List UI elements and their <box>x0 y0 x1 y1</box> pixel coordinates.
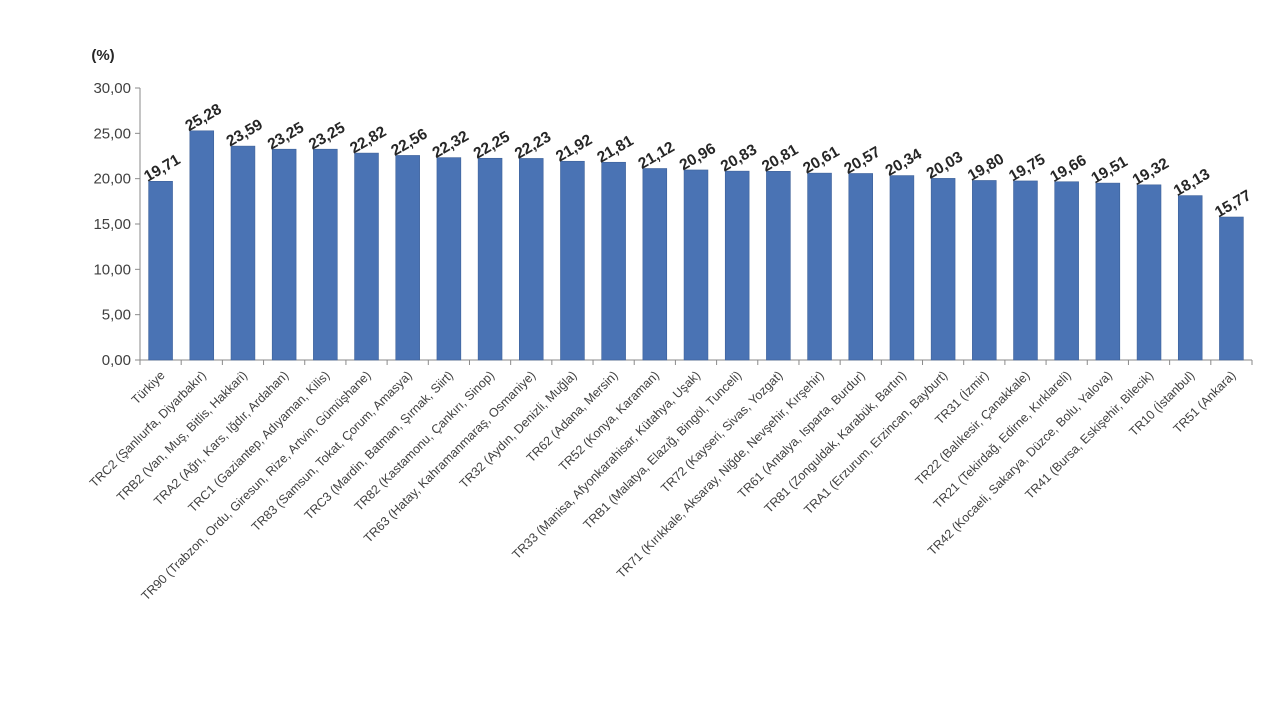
bars-group <box>148 130 1244 361</box>
bar <box>1013 180 1038 361</box>
bar <box>148 180 173 361</box>
bar <box>766 171 791 361</box>
bar <box>354 152 379 361</box>
bar <box>519 158 544 361</box>
y-tick-label: 5,00 <box>102 307 131 324</box>
data-label: 21,81 <box>594 132 636 166</box>
data-label: 22,32 <box>430 128 472 162</box>
data-label: 22,56 <box>388 125 430 159</box>
data-label: 18,13 <box>1171 165 1213 199</box>
data-label: 20,34 <box>883 145 925 179</box>
bar <box>230 145 256 361</box>
bar <box>189 130 215 361</box>
bar <box>683 169 709 361</box>
y-tick-label: 0,00 <box>102 352 131 369</box>
data-label: 22,82 <box>347 123 389 157</box>
data-label: 15,77 <box>1212 187 1254 221</box>
data-label: 19,32 <box>1130 155 1172 189</box>
bar <box>724 170 750 361</box>
data-label: 23,25 <box>265 119 307 153</box>
y-tick-label: 30,00 <box>93 80 131 97</box>
bar <box>930 178 956 361</box>
bar <box>313 148 338 361</box>
category-label: Türkiye <box>129 368 168 407</box>
bar <box>560 160 585 361</box>
data-label: 20,57 <box>841 144 883 178</box>
data-label: 22,25 <box>471 128 513 162</box>
bar <box>1054 181 1079 361</box>
data-label: 20,96 <box>677 140 719 174</box>
bar <box>848 173 873 361</box>
bar <box>1136 184 1162 361</box>
y-tick-label: 10,00 <box>93 261 131 278</box>
bar <box>1219 216 1244 361</box>
data-label: 23,25 <box>306 119 348 153</box>
data-label: 19,75 <box>1006 151 1048 185</box>
bar <box>889 175 915 361</box>
category-label: TRC3 (Mardin, Batman, Şırnak, Siirt) <box>302 368 456 522</box>
bar <box>1177 195 1203 361</box>
data-label: 19,66 <box>1047 152 1089 186</box>
data-label: 20,83 <box>718 141 760 175</box>
y-tick-label: 25,00 <box>93 125 131 142</box>
y-unit-label: (%) <box>91 47 114 64</box>
data-label: 19,80 <box>965 151 1007 185</box>
bar <box>477 157 503 361</box>
bar <box>395 155 420 361</box>
data-label: 23,59 <box>224 116 266 150</box>
data-label: 19,51 <box>1089 153 1131 187</box>
bar <box>436 157 462 361</box>
bar <box>642 168 668 361</box>
data-label: 25,28 <box>182 101 224 135</box>
bar <box>601 161 626 361</box>
data-label: 22,23 <box>512 128 554 162</box>
data-label: 20,03 <box>924 148 966 182</box>
bar <box>271 148 297 361</box>
y-tick-label: 20,00 <box>93 171 131 188</box>
bar <box>807 172 832 361</box>
data-label: 19,71 <box>141 151 183 185</box>
data-label: 20,81 <box>759 141 801 175</box>
data-label: 21,92 <box>553 131 595 165</box>
bar <box>972 180 997 361</box>
category-label: TR33 (Manisa, Afyonkarahisar, Kütahya, U… <box>509 368 703 562</box>
bar <box>1095 182 1121 361</box>
data-label: 20,61 <box>800 143 842 177</box>
data-label: 21,12 <box>636 139 678 173</box>
y-tick-label: 15,00 <box>93 216 131 233</box>
